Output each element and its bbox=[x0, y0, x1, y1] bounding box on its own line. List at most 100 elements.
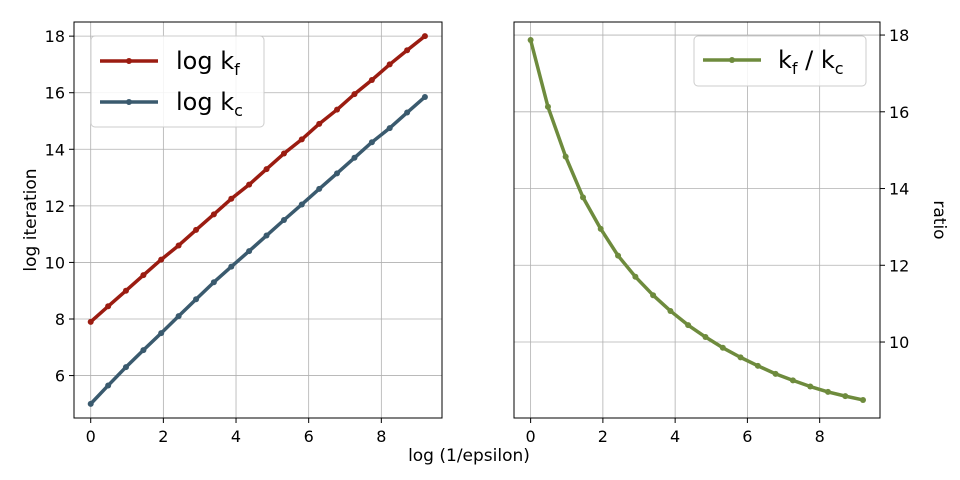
data-point bbox=[824, 388, 831, 395]
y-tick-label: 6 bbox=[55, 367, 65, 386]
data-point bbox=[246, 248, 253, 255]
y-tick-label: 18 bbox=[45, 27, 65, 46]
data-point bbox=[105, 382, 112, 389]
data-point bbox=[263, 166, 270, 173]
data-point bbox=[404, 47, 411, 54]
y-tick-label: 16 bbox=[45, 84, 65, 103]
data-point bbox=[404, 109, 411, 116]
data-point bbox=[351, 91, 358, 98]
data-point bbox=[368, 139, 375, 146]
legend-label: kf / kc bbox=[778, 46, 844, 78]
legend-label: log kc bbox=[176, 88, 243, 120]
data-point bbox=[702, 334, 709, 341]
y-tick-label: 10 bbox=[889, 333, 909, 352]
data-point bbox=[175, 313, 182, 320]
legend-marker bbox=[729, 57, 735, 63]
data-point bbox=[122, 364, 129, 371]
data-point bbox=[246, 181, 253, 188]
data-point bbox=[193, 296, 200, 303]
data-point bbox=[842, 393, 849, 400]
data-point bbox=[122, 287, 129, 294]
x-tick-label: 4 bbox=[670, 427, 680, 446]
x-tick-label: 0 bbox=[86, 427, 96, 446]
data-point bbox=[140, 347, 147, 354]
series-line bbox=[88, 95, 427, 406]
series-line bbox=[88, 34, 427, 324]
data-point bbox=[685, 322, 692, 329]
data-point bbox=[334, 170, 341, 177]
data-point bbox=[632, 273, 639, 280]
data-point bbox=[421, 33, 428, 40]
legend-label: log kf bbox=[176, 47, 240, 79]
data-point bbox=[667, 307, 674, 314]
data-point bbox=[140, 272, 147, 279]
y-tick-label: 18 bbox=[889, 26, 909, 45]
data-point bbox=[175, 242, 182, 249]
data-point bbox=[263, 232, 270, 239]
legend-entry: log kf bbox=[100, 47, 240, 79]
data-point bbox=[105, 303, 112, 310]
data-point bbox=[228, 263, 235, 270]
data-point bbox=[615, 252, 622, 259]
data-point bbox=[807, 383, 814, 390]
y-tick-label: 14 bbox=[45, 140, 65, 159]
data-point bbox=[193, 226, 200, 233]
y-axis-label: log iteration bbox=[21, 168, 41, 271]
data-point bbox=[298, 136, 305, 143]
data-point bbox=[87, 318, 94, 325]
series-1 bbox=[87, 93, 428, 407]
data-point bbox=[368, 76, 375, 83]
data-point bbox=[228, 195, 235, 202]
legend-marker bbox=[126, 58, 132, 64]
legend-marker bbox=[126, 99, 132, 105]
data-point bbox=[280, 150, 287, 157]
series-0 bbox=[527, 37, 867, 403]
data-point bbox=[158, 256, 165, 263]
data-point bbox=[316, 185, 323, 192]
data-point bbox=[334, 106, 341, 113]
x-tick-label: 8 bbox=[376, 427, 386, 446]
y-tick-label: 12 bbox=[889, 256, 909, 275]
y-axis: 6 8 10 12 14 16 18 bbox=[45, 27, 74, 386]
x-tick-label: 0 bbox=[526, 427, 536, 446]
data-point bbox=[386, 125, 393, 132]
plot-frame bbox=[73, 21, 443, 419]
data-point bbox=[719, 344, 726, 351]
legend-entry: kf / kc bbox=[703, 46, 844, 78]
data-point bbox=[772, 370, 779, 377]
data-point bbox=[298, 201, 305, 208]
y-tick-label: 14 bbox=[889, 180, 909, 199]
data-point bbox=[527, 37, 534, 44]
panel-right: 0 2 4 6 8 10 12 14 16 18 ratio kf / kc bbox=[513, 21, 949, 446]
data-point bbox=[386, 61, 393, 68]
x-tick-label: 2 bbox=[158, 427, 168, 446]
legend-box bbox=[90, 35, 265, 128]
data-point bbox=[351, 154, 358, 161]
data-point bbox=[737, 354, 744, 361]
data-point bbox=[597, 225, 604, 232]
x-tick-label: 6 bbox=[304, 427, 314, 446]
x-axis: 0 2 4 6 8 bbox=[526, 418, 825, 446]
y-tick-label: 12 bbox=[45, 197, 65, 216]
y-axis: 10 12 14 16 18 bbox=[880, 26, 909, 352]
x-tick-label: 4 bbox=[231, 427, 241, 446]
data-point bbox=[580, 194, 587, 201]
plot-frame bbox=[513, 21, 881, 419]
data-point bbox=[421, 93, 428, 100]
y-tick-label: 16 bbox=[889, 103, 909, 122]
x-tick-label: 8 bbox=[815, 427, 825, 446]
series-0 bbox=[87, 33, 428, 325]
legend: log kf log kc bbox=[90, 35, 265, 128]
data-point bbox=[544, 103, 551, 110]
x-axis: 0 2 4 6 8 bbox=[86, 418, 386, 446]
y-tick-label: 8 bbox=[55, 310, 65, 329]
data-point bbox=[789, 377, 796, 384]
series-line bbox=[528, 38, 865, 402]
data-point bbox=[316, 120, 323, 127]
legend-entry: log kc bbox=[100, 88, 243, 120]
data-point bbox=[210, 211, 217, 218]
x-tick-label: 2 bbox=[598, 427, 608, 446]
data-point bbox=[562, 153, 569, 160]
